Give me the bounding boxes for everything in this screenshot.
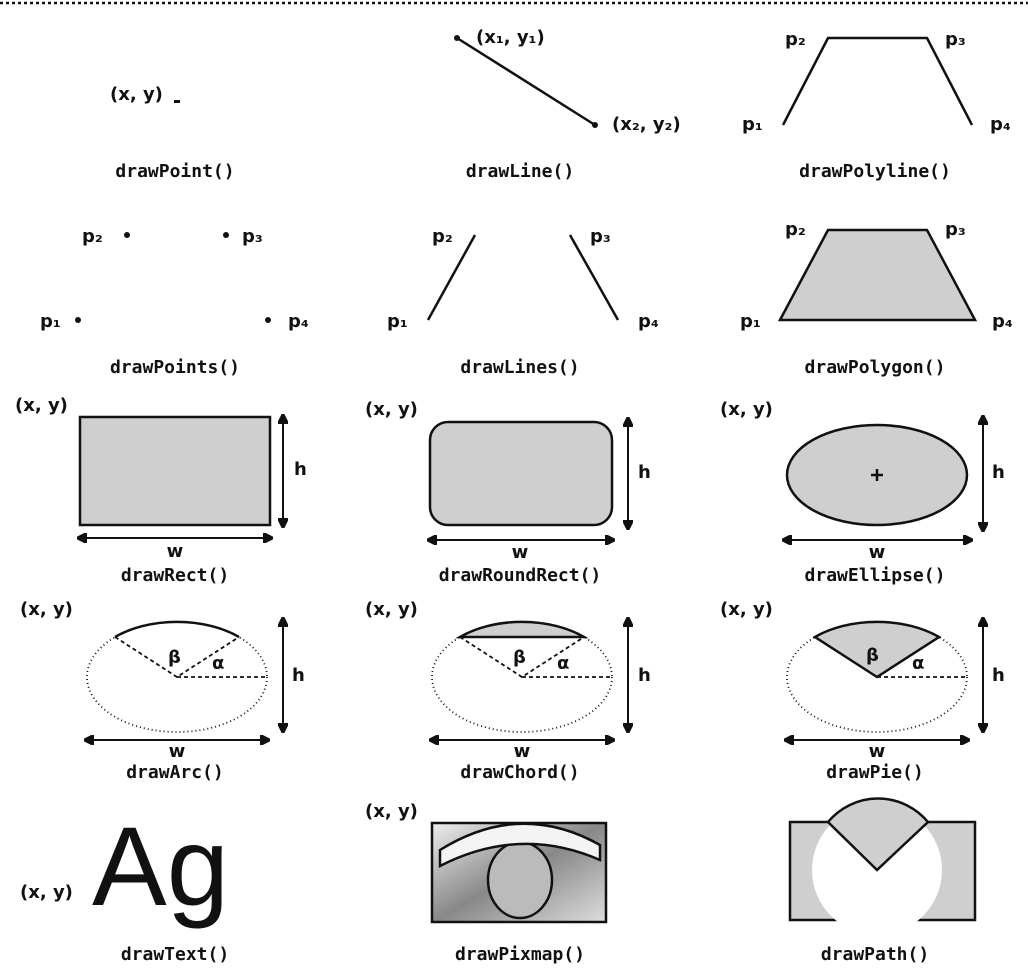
label: p₃ — [242, 226, 263, 247]
caption: drawPolygon() — [805, 357, 946, 378]
label: (x, y) — [365, 399, 418, 420]
cell-draw-line: (x₁, y₁) (x₂, y₂) drawLine() — [454, 27, 681, 182]
caption: drawLines() — [460, 357, 579, 378]
label: p₂ — [82, 226, 103, 247]
caption: drawPolyline() — [799, 161, 951, 182]
cell-draw-round-rect: (x, y) h w drawRoundRect() — [365, 399, 651, 586]
cell-draw-polyline: p₁ p₂ p₃ p₄ drawPolyline() — [742, 29, 1011, 182]
point — [124, 232, 130, 238]
arc — [115, 622, 239, 637]
cell-draw-rect: (x, y) h w drawRect() — [15, 395, 307, 586]
label: h — [294, 459, 307, 480]
caption: drawChord() — [460, 762, 579, 783]
label: (x, y) — [720, 599, 773, 620]
label: (x, y) — [365, 599, 418, 620]
cell-draw-pie: (x, y) h w β α drawPie() — [720, 599, 1005, 783]
caption: drawLine() — [466, 161, 574, 182]
rect — [80, 417, 270, 525]
cell-draw-points: p₁ p₂ p₃ p₄ drawPoints() — [40, 226, 309, 378]
cell-draw-arc: (x, y) h w β α drawArc() — [20, 599, 305, 783]
caption: drawText() — [121, 944, 229, 965]
label: w — [169, 741, 186, 762]
label: p₄ — [992, 311, 1013, 332]
angle-lines — [460, 637, 612, 677]
round-rect — [430, 422, 612, 525]
label: p₂ — [785, 29, 806, 50]
caption: drawPie() — [826, 762, 924, 783]
label: α — [557, 653, 569, 674]
caption: drawRoundRect() — [439, 565, 602, 586]
label: w — [869, 741, 886, 762]
caption: drawPath() — [821, 944, 929, 965]
point — [454, 35, 460, 41]
cell-draw-lines: p₁ p₂ p₃ p₄ drawLines() — [387, 226, 659, 378]
chord — [460, 622, 584, 637]
pixmap-face — [488, 842, 552, 918]
label: α — [912, 653, 924, 674]
caption: drawPoint() — [115, 161, 234, 182]
label: p₄ — [288, 311, 309, 332]
label: h — [638, 462, 651, 483]
label: (x, y) — [365, 801, 418, 822]
point — [174, 100, 180, 103]
sample-text: Ag — [92, 804, 229, 929]
label: p₂ — [785, 219, 806, 240]
polygon — [780, 230, 975, 320]
label: p₃ — [590, 226, 611, 247]
caption: drawRect() — [121, 565, 229, 586]
line — [428, 235, 475, 320]
label: p₁ — [740, 311, 761, 332]
caption: drawPoints() — [110, 357, 240, 378]
label: h — [292, 665, 305, 686]
cell-draw-polygon: p₁ p₂ p₃ p₄ drawPolygon() — [740, 219, 1013, 378]
point — [592, 122, 598, 128]
point — [223, 232, 229, 238]
line — [570, 235, 618, 320]
label: (x, y) — [720, 399, 773, 420]
line — [457, 38, 595, 125]
point — [265, 317, 271, 323]
label: p₄ — [990, 114, 1011, 135]
cell-draw-point: (x, y) drawPoint() — [110, 84, 235, 182]
label: (x₂, y₂) — [612, 114, 681, 135]
polyline — [783, 38, 972, 125]
caption: drawArc() — [126, 762, 224, 783]
cell-draw-path: drawPath() — [790, 799, 975, 965]
label: w — [869, 542, 886, 563]
label: w — [512, 542, 529, 563]
label: p₃ — [945, 29, 966, 50]
label: (x, y) — [15, 395, 68, 416]
label: α — [212, 653, 224, 674]
label: h — [992, 462, 1005, 483]
cell-draw-chord: (x, y) h w β α drawChord() — [365, 599, 651, 783]
label: β — [513, 647, 526, 668]
label: w — [514, 741, 531, 762]
caption: drawPixmap() — [455, 944, 585, 965]
label: p₁ — [742, 114, 763, 135]
angle-lines — [115, 637, 267, 677]
label: (x, y) — [110, 84, 163, 105]
cell-draw-pixmap: (x, y) drawPixmap() — [365, 801, 606, 965]
label: β — [866, 645, 879, 666]
cell-draw-ellipse: (x, y) h w drawEllipse() — [720, 399, 1005, 586]
label: β — [168, 647, 181, 668]
label: p₂ — [432, 226, 453, 247]
label: p₄ — [638, 311, 659, 332]
caption: drawEllipse() — [805, 565, 946, 586]
label: p₃ — [945, 219, 966, 240]
qpainter-diagram: (x, y) drawPoint() (x₁, y₁) (x₂, y₂) dra… — [0, 0, 1028, 977]
point — [75, 317, 81, 323]
label: w — [167, 541, 184, 562]
label: h — [992, 665, 1005, 686]
label: p₁ — [40, 311, 61, 332]
label: h — [638, 665, 651, 686]
cell-draw-text: (x, y) Ag drawText() — [20, 804, 229, 965]
label: (x₁, y₁) — [476, 27, 545, 48]
label: p₁ — [387, 311, 408, 332]
label: (x, y) — [20, 599, 73, 620]
label: (x, y) — [20, 882, 73, 903]
